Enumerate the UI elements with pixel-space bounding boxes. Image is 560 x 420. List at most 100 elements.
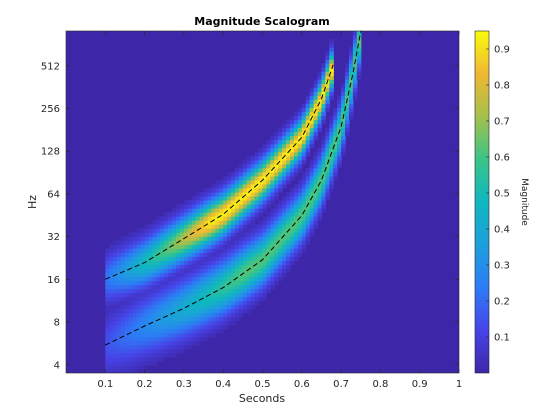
heatmap-cell xyxy=(211,272,216,278)
heatmap-cell xyxy=(128,364,134,370)
heatmap-cell xyxy=(254,216,260,221)
heatmap-cell xyxy=(164,300,169,306)
heatmap-cell xyxy=(309,228,315,233)
heatmap-cell xyxy=(270,163,275,169)
heatmap-cell xyxy=(191,272,197,278)
heatmap-cell xyxy=(282,268,287,274)
heatmap-cell xyxy=(234,284,240,290)
heatmap-cell xyxy=(179,240,185,245)
heatmap-cell xyxy=(321,151,326,157)
heatmap-cell xyxy=(215,304,220,310)
heatmap-cell xyxy=(266,248,271,253)
heatmap-cell xyxy=(254,264,260,269)
heatmap-cell xyxy=(109,344,114,350)
heatmap-cell xyxy=(183,240,189,245)
heatmap-cell xyxy=(242,296,248,302)
heatmap-cell xyxy=(215,256,220,261)
heatmap-cell xyxy=(203,320,209,326)
heatmap-cell xyxy=(152,320,157,326)
heatmap-cell xyxy=(183,204,189,209)
heatmap-cell xyxy=(290,199,295,205)
heatmap-cell xyxy=(309,131,315,137)
heatmap-cell xyxy=(215,244,220,249)
heatmap-cell xyxy=(238,304,244,310)
heatmap-cell xyxy=(286,171,291,177)
heatmap-cell xyxy=(352,55,358,60)
heatmap-cell xyxy=(274,175,279,181)
heatmap-cell xyxy=(203,288,209,294)
heatmap-cell xyxy=(262,224,268,229)
heatmap-cell xyxy=(105,340,110,346)
heatmap-cell xyxy=(313,155,319,161)
heatmap-cell xyxy=(341,123,346,129)
heatmap-cell xyxy=(325,131,330,137)
heatmap-cell xyxy=(282,135,287,141)
heatmap-cell xyxy=(333,119,338,125)
heatmap-cell xyxy=(341,99,346,105)
heatmap-cell xyxy=(258,296,264,302)
heatmap-cell xyxy=(144,300,150,306)
heatmap-cell xyxy=(219,272,224,278)
heatmap-cell xyxy=(140,228,146,233)
heatmap-cell xyxy=(183,308,189,314)
heatmap-cell xyxy=(128,368,134,373)
heatmap-cell xyxy=(191,336,197,342)
ridge-line-1 xyxy=(105,64,334,280)
heatmap-cell xyxy=(234,296,240,302)
heatmap-cell xyxy=(227,248,232,253)
heatmap-cell xyxy=(148,272,154,278)
heatmap-cell xyxy=(282,171,287,177)
heatmap-cell xyxy=(195,232,201,237)
heatmap-cell xyxy=(262,147,268,153)
heatmap-cell xyxy=(172,280,177,286)
heatmap-cell xyxy=(266,228,271,233)
heatmap-cell xyxy=(246,167,252,173)
heatmap-cell xyxy=(258,264,264,269)
heatmap-cell xyxy=(238,300,244,306)
heatmap-cell xyxy=(223,228,228,233)
heatmap-cell xyxy=(187,308,193,314)
heatmap-cell xyxy=(152,348,157,354)
heatmap-cell xyxy=(160,240,165,245)
heatmap-cell xyxy=(293,252,299,257)
heatmap-cell xyxy=(183,344,189,350)
heatmap-cell xyxy=(301,216,307,221)
heatmap-cell xyxy=(176,272,181,278)
heatmap-cell xyxy=(109,368,114,373)
heatmap-cell xyxy=(195,240,201,245)
heatmap-cell xyxy=(168,260,173,265)
heatmap-cell xyxy=(321,147,326,153)
heatmap-cell xyxy=(329,135,334,141)
heatmap-cell xyxy=(293,220,299,225)
heatmap-cell xyxy=(132,232,138,237)
heatmap-cell xyxy=(117,332,122,338)
heatmap-cell xyxy=(124,248,130,253)
heatmap-cell xyxy=(156,232,161,237)
heatmap-cell xyxy=(156,300,161,306)
heatmap-cell xyxy=(156,352,161,358)
heatmap-cell xyxy=(187,324,193,330)
heatmap-cell xyxy=(274,167,279,173)
heatmap-cell xyxy=(290,171,295,177)
heatmap-cell xyxy=(144,264,150,269)
heatmap-cell xyxy=(219,224,224,229)
heatmap-cell xyxy=(215,212,220,217)
heatmap-cell xyxy=(105,364,110,370)
heatmap-cell xyxy=(231,216,236,221)
heatmap-cell xyxy=(195,284,201,290)
heatmap-cell xyxy=(348,99,354,105)
heatmap-cell xyxy=(148,264,154,269)
heatmap-cell xyxy=(266,260,271,265)
heatmap-cell xyxy=(270,284,275,290)
heatmap-cell xyxy=(227,308,232,314)
heatmap-cell xyxy=(179,252,185,257)
heatmap-cell xyxy=(207,187,213,193)
heatmap-cell xyxy=(246,183,252,189)
heatmap-cell xyxy=(250,191,256,197)
heatmap-cell xyxy=(191,256,197,261)
heatmap-cell xyxy=(274,216,279,221)
heatmap-cell xyxy=(140,244,146,249)
heatmap-cell xyxy=(124,236,130,241)
heatmap-cell xyxy=(301,179,307,185)
heatmap-cell xyxy=(152,276,157,282)
